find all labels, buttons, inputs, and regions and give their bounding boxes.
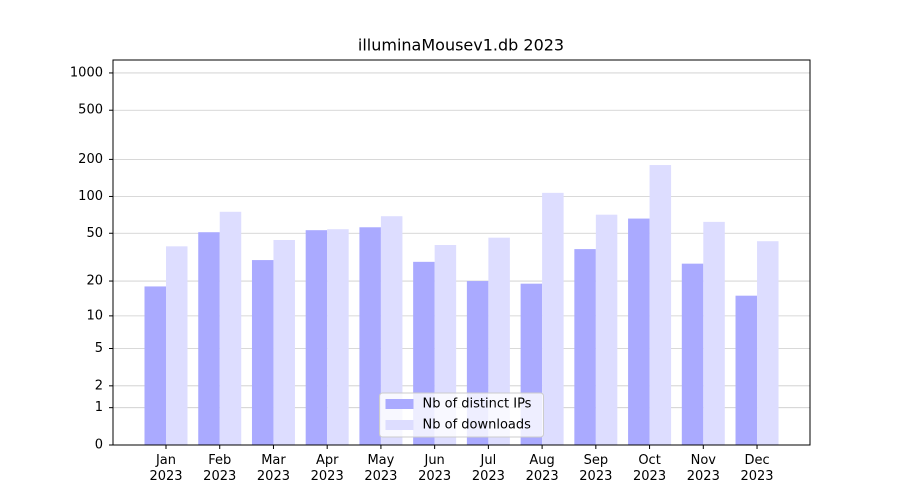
y-tick-label: 20 xyxy=(86,274,103,289)
y-tick-label: 10 xyxy=(86,308,103,323)
legend-label: Nb of distinct IPs xyxy=(423,397,532,412)
bar xyxy=(166,246,188,445)
y-tick-label: 1 xyxy=(95,400,103,415)
y-tick-label: 0 xyxy=(95,438,103,453)
plot-frame xyxy=(112,59,811,446)
legend-box xyxy=(379,392,544,438)
x-tick-label: Oct 2023 xyxy=(633,453,667,484)
y-tick-label: 200 xyxy=(78,152,103,167)
bar xyxy=(273,240,295,445)
bar xyxy=(649,165,672,445)
bar xyxy=(735,295,758,445)
x-tick-label: Nov 2023 xyxy=(686,453,720,484)
bar xyxy=(628,218,650,445)
x-tick-label: Jan 2023 xyxy=(149,453,183,484)
x-tick-label: Sep 2023 xyxy=(579,453,613,484)
bar xyxy=(251,260,274,445)
x-tick-label: Jul 2023 xyxy=(471,453,505,484)
y-tick-label: 500 xyxy=(78,103,103,118)
x-tick-label: Aug 2023 xyxy=(525,453,559,484)
y-tick-label: 100 xyxy=(78,189,103,204)
x-tick-label: Apr 2023 xyxy=(310,453,344,484)
bar xyxy=(219,211,242,445)
bar xyxy=(359,227,381,445)
bar xyxy=(542,192,564,445)
y-tick-label: 1000 xyxy=(70,65,103,80)
chart-title: illuminaMousev1.db 2023 xyxy=(358,36,564,55)
bar xyxy=(703,221,725,445)
bar xyxy=(595,214,618,445)
bar xyxy=(380,216,403,445)
bar xyxy=(198,232,220,445)
legend-label: Nb of downloads xyxy=(423,418,532,433)
x-tick-label: Mar 2023 xyxy=(256,453,290,484)
x-tick-label: Jun 2023 xyxy=(418,453,452,484)
y-tick-label: 2 xyxy=(95,378,103,393)
y-tick-label: 5 xyxy=(95,341,103,356)
x-tick-label: Feb 2023 xyxy=(203,453,237,484)
y-tick-label: 50 xyxy=(86,226,103,241)
bar xyxy=(327,229,349,445)
bar xyxy=(574,249,596,445)
x-tick-label: Dec 2023 xyxy=(740,453,774,484)
bar xyxy=(144,286,166,445)
bar xyxy=(757,241,779,445)
bar xyxy=(305,230,328,445)
legend-swatch xyxy=(385,420,414,430)
x-tick-label: May 2023 xyxy=(364,453,398,484)
legend-swatch xyxy=(385,399,414,409)
bar xyxy=(681,263,704,445)
